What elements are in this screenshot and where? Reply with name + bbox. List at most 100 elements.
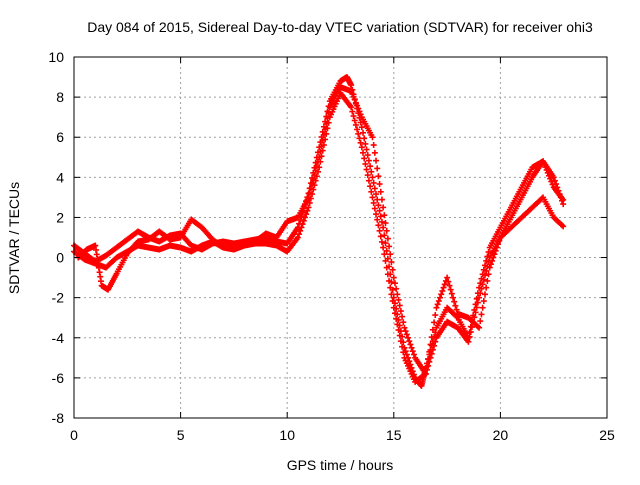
data-point [487, 261, 494, 268]
data-point [439, 287, 446, 294]
data-point [393, 285, 400, 292]
x-tick-label: 0 [70, 427, 78, 443]
data-point [382, 240, 389, 247]
data-point [384, 271, 391, 278]
data-point [371, 149, 378, 156]
data-point [386, 277, 393, 284]
data-point [301, 214, 308, 221]
data-point [314, 158, 321, 165]
data-point [390, 294, 397, 301]
data-point [303, 211, 310, 218]
data-point [551, 177, 558, 184]
data-point [408, 344, 415, 351]
data-point [389, 266, 396, 273]
data-point [351, 96, 358, 103]
data-point [426, 348, 433, 355]
data-point [324, 115, 331, 122]
y-tick-label: -4 [52, 330, 65, 346]
data-point [363, 166, 370, 173]
data-point [349, 108, 356, 115]
y-tick-label: -2 [52, 290, 65, 306]
data-point [311, 172, 318, 179]
data-point [356, 108, 363, 115]
data-point [309, 181, 316, 188]
data-point [354, 126, 361, 133]
data-point [479, 281, 486, 288]
data-point [369, 194, 376, 201]
data-point [431, 342, 438, 349]
data-point [452, 302, 459, 309]
x-tick-label: 25 [599, 427, 615, 443]
data-point [560, 201, 567, 208]
data-point [370, 199, 377, 206]
data-point [362, 160, 369, 167]
data-point [376, 181, 383, 188]
data-point [466, 333, 473, 340]
chart-title: Day 084 of 2015, Sidereal Day-to-day VTE… [87, 19, 593, 35]
data-point [352, 121, 359, 128]
y-tick-label: -6 [52, 370, 65, 386]
data-point [491, 251, 498, 258]
data-point [496, 237, 503, 244]
data-point [547, 175, 554, 182]
data-point [383, 264, 390, 271]
data-point [391, 280, 398, 287]
data-point [447, 286, 454, 293]
data-point [389, 298, 396, 305]
data-point [400, 319, 407, 326]
data-point [319, 137, 326, 144]
data-point [318, 143, 325, 150]
data-point [402, 328, 409, 335]
data-point [360, 149, 367, 156]
data-point [377, 213, 384, 220]
data-point [383, 227, 390, 234]
data-point [465, 338, 472, 345]
data-point [441, 281, 448, 288]
data-point [560, 223, 567, 230]
data-point [370, 179, 377, 186]
data-point [377, 233, 384, 240]
data-point [432, 338, 439, 345]
data-point [294, 234, 301, 241]
data-point [381, 232, 388, 239]
data-point [305, 204, 312, 211]
data-point [355, 105, 362, 112]
data-point [445, 278, 452, 285]
data-point [378, 218, 385, 225]
data-point [354, 102, 361, 109]
data-point [297, 227, 304, 234]
data-point [384, 235, 391, 242]
data-series [71, 74, 567, 389]
data-point [387, 284, 394, 291]
data-point [364, 152, 371, 159]
y-tick-label: 8 [56, 89, 64, 105]
data-point [378, 238, 385, 245]
data-point [396, 332, 403, 339]
data-point [550, 174, 557, 181]
data-point [322, 126, 329, 133]
data-point [451, 298, 458, 305]
ticks: 0 5 10 15 20 25 -8 -6 -4 -2 0 2 4 6 8 10 [48, 49, 615, 443]
data-point [425, 356, 432, 363]
data-point [483, 284, 490, 291]
data-point [376, 227, 383, 234]
data-point [361, 155, 368, 162]
data-point [482, 291, 489, 298]
data-point [431, 319, 438, 326]
data-point [358, 144, 365, 151]
data-point [485, 248, 492, 255]
data-point [387, 251, 394, 258]
data-point [363, 146, 370, 153]
data-point [374, 165, 381, 172]
data-point [489, 257, 496, 264]
y-tick-label: 0 [56, 250, 64, 266]
data-point [370, 142, 377, 149]
data-point [373, 157, 380, 164]
data-point [428, 334, 435, 341]
data-point [377, 188, 384, 195]
data-point [300, 217, 307, 224]
data-point [393, 315, 400, 322]
data-point [298, 224, 305, 231]
data-point [440, 284, 447, 291]
